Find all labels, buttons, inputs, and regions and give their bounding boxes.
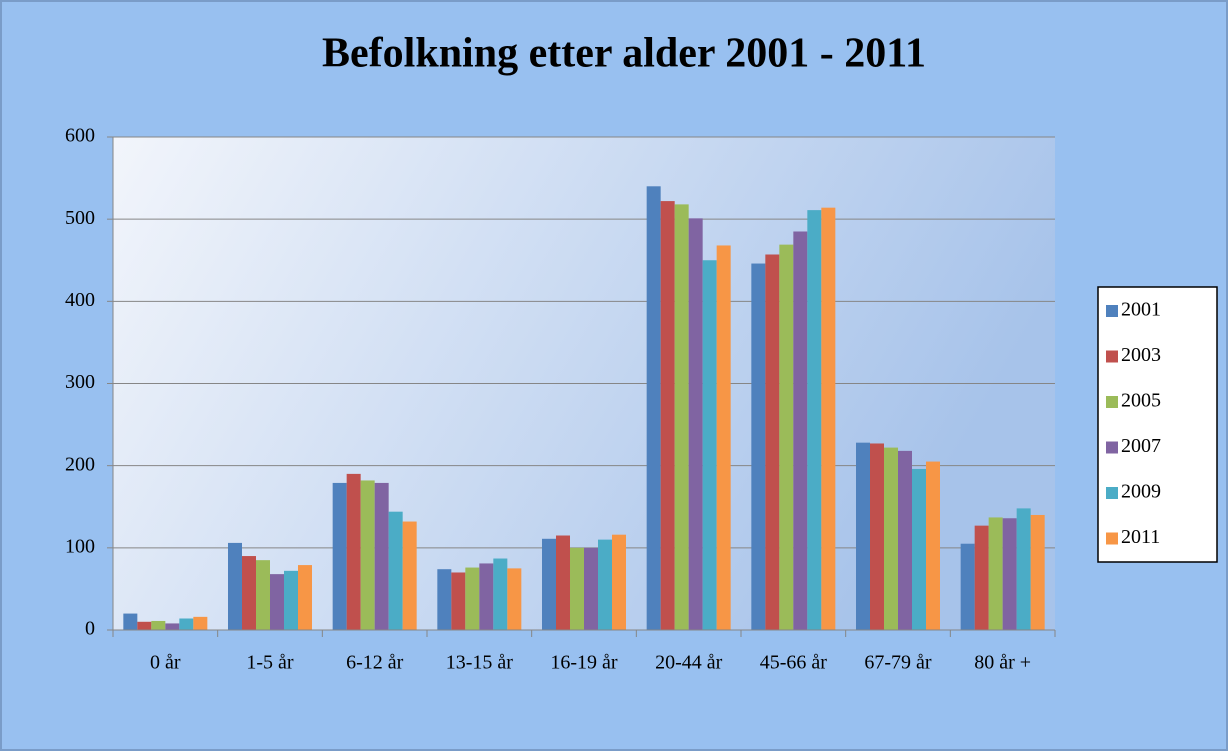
x-tick-label: 20-44 år [655, 652, 723, 674]
y-tick-label: 500 [65, 207, 95, 229]
bar [898, 450, 912, 630]
bar [765, 254, 780, 630]
bar [988, 517, 1003, 630]
bar [242, 556, 256, 630]
bar [284, 570, 298, 630]
bar [507, 568, 522, 630]
bar [570, 547, 584, 630]
bar [151, 620, 166, 630]
bar [974, 525, 989, 630]
bar [402, 521, 417, 630]
legend-swatch [1106, 305, 1118, 317]
bar [646, 186, 661, 631]
x-tick-label: 80 år + [974, 652, 1031, 674]
legend-swatch [1106, 487, 1118, 499]
legend-swatch [1106, 350, 1118, 363]
bar [332, 482, 347, 630]
x-tick-label: 16-19 år [550, 652, 618, 674]
bar [179, 618, 194, 630]
legend-label: 2011 [1121, 526, 1160, 548]
legend-label: 2005 [1121, 390, 1161, 412]
bar [374, 482, 389, 630]
legend-label: 2001 [1121, 299, 1161, 321]
bar [688, 218, 703, 630]
y-tick-label: 600 [65, 125, 95, 147]
bar [674, 204, 689, 631]
x-tick-label: 13-15 år [446, 652, 514, 674]
x-tick-label: 67-79 år [864, 652, 932, 674]
bar [1016, 508, 1031, 630]
bar [584, 547, 598, 630]
bar [123, 613, 138, 630]
legend [1097, 286, 1218, 563]
bar [388, 511, 403, 630]
bar [465, 567, 480, 630]
bar [807, 210, 822, 630]
y-tick-label: 100 [65, 535, 95, 557]
bar [856, 442, 870, 630]
bar [360, 480, 375, 630]
bar [542, 538, 556, 630]
bar [137, 621, 152, 630]
bar [821, 207, 836, 630]
y-tick-label: 400 [65, 289, 95, 311]
bar [884, 447, 898, 630]
bar [612, 534, 626, 630]
legend-swatch [1106, 396, 1118, 408]
bar [193, 616, 208, 630]
bar [451, 572, 466, 630]
x-tick-label: 1-5 år [246, 652, 294, 674]
bar [346, 473, 361, 630]
x-tick-label: 6-12 år [346, 652, 404, 674]
legend-swatch [1106, 441, 1118, 454]
y-tick-label: 0 [85, 618, 95, 640]
bar [660, 201, 675, 630]
bar [479, 563, 494, 630]
legend-label: 2003 [1121, 344, 1161, 366]
bar [228, 542, 242, 630]
bar [1030, 514, 1045, 630]
legend-label: 2007 [1121, 435, 1161, 457]
bar [870, 443, 884, 630]
x-tick-label: 45-66 år [760, 652, 828, 674]
bar [298, 565, 312, 630]
bar [1002, 518, 1017, 630]
y-tick-label: 300 [65, 371, 95, 393]
bar [493, 558, 508, 630]
chart-title: Befolkning etter alder 2001 - 2011 [322, 31, 926, 77]
bar [793, 231, 808, 630]
bar [437, 569, 452, 630]
bar [926, 461, 940, 630]
bar [270, 574, 284, 630]
bar [960, 543, 975, 630]
bar [716, 245, 731, 630]
bar [912, 468, 926, 630]
bar [751, 263, 766, 630]
bar [779, 244, 794, 630]
bar [598, 539, 612, 630]
bar [556, 535, 570, 630]
legend-label: 2009 [1121, 481, 1161, 503]
bar [165, 623, 180, 630]
x-tick-label: 0 år [150, 652, 181, 674]
bar [702, 260, 717, 630]
y-tick-label: 200 [65, 453, 95, 475]
bar [256, 560, 270, 630]
legend-swatch [1106, 532, 1118, 545]
